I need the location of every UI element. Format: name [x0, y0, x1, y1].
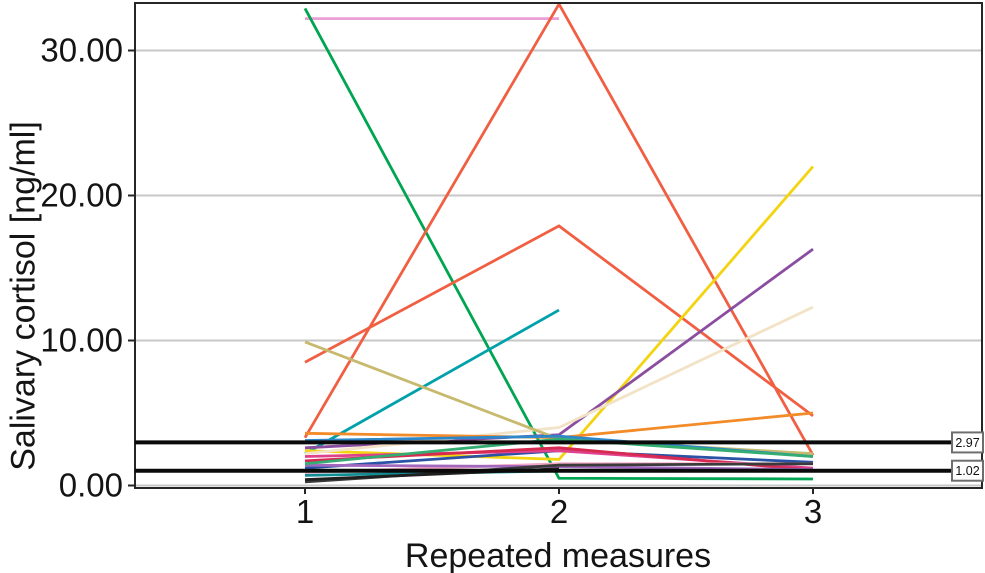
y-tick-label-0.00: 0.00 [59, 467, 123, 504]
reference-label-1.02: 1.02 [955, 464, 979, 478]
y-tick-label-30.00: 30.00 [40, 32, 123, 69]
series-line-case-05-2 [304, 308, 560, 455]
reference-label-2.97: 2.97 [955, 436, 979, 450]
plot-frame [134, 2, 983, 489]
x-tick-label-3: 3 [804, 493, 822, 530]
x-tick-label-2: 2 [550, 493, 568, 530]
y-axis-title: Salivary cortisol [ng/ml] [4, 121, 43, 471]
y-tick-label-20.00: 20.00 [40, 177, 123, 214]
y-tick-label-10.00: 10.00 [40, 322, 123, 359]
series-line-case-03 [303, 3, 815, 456]
series-line-case-08 [304, 305, 814, 455]
series-line-case-07 [304, 248, 814, 450]
series-line-case-10 [304, 411, 814, 440]
series-line-case-04 [304, 224, 814, 418]
x-axis-title: Repeated measures [404, 537, 712, 573]
series-line-case-16 [304, 463, 814, 471]
x-tick-label-1: 1 [296, 493, 314, 530]
reference-label-box-2.97 [951, 431, 984, 454]
series-line-case-06 [304, 165, 815, 461]
series-line-case-02 [303, 7, 814, 481]
reference-label-box-1.02 [951, 459, 984, 482]
series-line-case-17 [304, 437, 814, 466]
